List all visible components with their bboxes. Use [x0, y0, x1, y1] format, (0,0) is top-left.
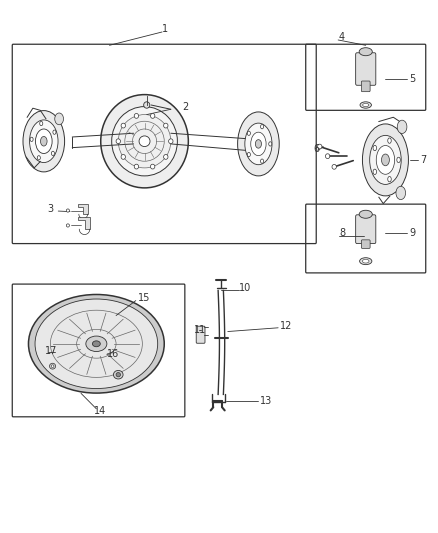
Ellipse shape — [255, 140, 261, 148]
Ellipse shape — [169, 139, 173, 144]
Ellipse shape — [41, 136, 47, 146]
Ellipse shape — [35, 129, 52, 154]
Ellipse shape — [112, 107, 177, 176]
Ellipse shape — [381, 154, 389, 166]
FancyBboxPatch shape — [361, 240, 370, 248]
Ellipse shape — [139, 136, 150, 147]
Ellipse shape — [164, 155, 168, 159]
Ellipse shape — [388, 138, 391, 143]
Ellipse shape — [268, 142, 272, 146]
Ellipse shape — [363, 103, 369, 107]
Ellipse shape — [30, 137, 33, 141]
Text: 7: 7 — [420, 155, 427, 165]
Text: 10: 10 — [239, 283, 251, 293]
Ellipse shape — [116, 373, 120, 377]
Ellipse shape — [362, 260, 369, 263]
Ellipse shape — [151, 164, 155, 169]
Ellipse shape — [237, 112, 279, 176]
Text: 16: 16 — [107, 350, 120, 359]
Ellipse shape — [370, 135, 401, 184]
Ellipse shape — [67, 224, 69, 227]
Ellipse shape — [325, 154, 330, 159]
Ellipse shape — [134, 114, 138, 118]
Ellipse shape — [164, 123, 168, 128]
Ellipse shape — [35, 299, 158, 389]
Ellipse shape — [397, 157, 400, 163]
Ellipse shape — [53, 130, 56, 134]
Ellipse shape — [362, 124, 408, 196]
FancyBboxPatch shape — [356, 215, 376, 244]
Ellipse shape — [101, 95, 188, 188]
Ellipse shape — [113, 370, 123, 379]
Text: 5: 5 — [410, 74, 416, 84]
FancyBboxPatch shape — [196, 326, 205, 343]
Text: 15: 15 — [138, 294, 151, 303]
Ellipse shape — [134, 164, 138, 169]
Ellipse shape — [40, 122, 43, 126]
Polygon shape — [78, 204, 88, 214]
Text: 3: 3 — [47, 204, 53, 214]
Text: 1: 1 — [162, 25, 168, 34]
Ellipse shape — [245, 123, 272, 165]
Text: 4: 4 — [338, 33, 344, 42]
Ellipse shape — [151, 114, 155, 118]
Text: 9: 9 — [410, 228, 416, 238]
Ellipse shape — [49, 364, 56, 369]
Ellipse shape — [121, 123, 125, 128]
Ellipse shape — [359, 47, 372, 55]
Ellipse shape — [67, 209, 69, 212]
Ellipse shape — [28, 294, 164, 393]
Ellipse shape — [396, 187, 406, 200]
Ellipse shape — [118, 115, 171, 168]
Ellipse shape — [144, 102, 150, 108]
Ellipse shape — [376, 146, 395, 174]
Ellipse shape — [116, 139, 120, 144]
Ellipse shape — [360, 258, 372, 265]
FancyBboxPatch shape — [361, 81, 370, 92]
Polygon shape — [78, 217, 90, 229]
Ellipse shape — [86, 336, 107, 352]
Text: 11: 11 — [194, 326, 206, 335]
Ellipse shape — [261, 125, 264, 129]
Ellipse shape — [51, 365, 54, 368]
Text: 2: 2 — [182, 102, 188, 111]
Ellipse shape — [373, 169, 377, 174]
Ellipse shape — [55, 113, 64, 125]
Text: 14: 14 — [94, 407, 106, 416]
Text: 17: 17 — [45, 346, 57, 356]
Ellipse shape — [247, 131, 251, 135]
Ellipse shape — [332, 164, 336, 169]
Ellipse shape — [261, 159, 264, 163]
Ellipse shape — [388, 176, 391, 182]
Text: 6: 6 — [313, 144, 319, 154]
Ellipse shape — [373, 146, 377, 151]
Ellipse shape — [251, 132, 266, 156]
Ellipse shape — [397, 120, 407, 134]
Ellipse shape — [23, 111, 65, 172]
Ellipse shape — [51, 151, 54, 156]
Text: 12: 12 — [280, 321, 293, 331]
Ellipse shape — [121, 155, 125, 159]
Ellipse shape — [30, 120, 58, 163]
Text: 13: 13 — [260, 396, 272, 406]
Ellipse shape — [360, 102, 371, 108]
Ellipse shape — [37, 156, 40, 160]
Ellipse shape — [359, 211, 372, 219]
Text: 8: 8 — [339, 228, 346, 238]
Ellipse shape — [247, 152, 251, 157]
Ellipse shape — [92, 341, 100, 346]
FancyBboxPatch shape — [356, 53, 376, 85]
Ellipse shape — [318, 144, 322, 149]
